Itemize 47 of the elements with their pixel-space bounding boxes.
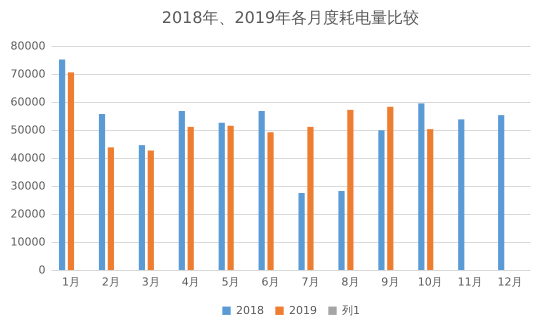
x-tick-label: 4月: [182, 276, 200, 288]
bar: [258, 110, 265, 270]
x-tick-label: 12月: [498, 276, 523, 288]
y-tick-label: 60000: [10, 96, 46, 108]
bar: [108, 147, 114, 270]
bar: [188, 126, 194, 270]
bar: [58, 59, 66, 270]
x-tick-label: 2月: [102, 276, 120, 288]
bar: [338, 191, 345, 270]
chart-title: 2018年、2019年各月度耗电量比较: [162, 8, 420, 27]
x-tick-label: 3月: [142, 276, 160, 288]
y-tick-label: 50000: [10, 124, 46, 136]
bar: [228, 126, 234, 270]
y-tick-label: 10000: [10, 236, 46, 248]
bar: [387, 106, 394, 270]
legend-label: 2019: [289, 304, 317, 317]
legend-label: 列1: [342, 304, 360, 317]
bar: [218, 122, 225, 270]
bar: [178, 110, 185, 270]
x-tick-label: 9月: [381, 276, 400, 288]
legend-label: 2018: [236, 304, 264, 317]
x-tick-label: 6月: [262, 276, 280, 288]
y-tick-label: 80000: [10, 40, 46, 52]
bar: [298, 193, 305, 270]
bar: [68, 72, 74, 270]
y-tick-label: 70000: [10, 68, 46, 80]
bar: [347, 110, 354, 270]
bar: [458, 119, 464, 270]
bar: [427, 129, 434, 270]
y-tick-label: 40000: [10, 152, 46, 164]
x-tick-label: 11月: [458, 276, 483, 288]
bar: [378, 130, 385, 270]
y-tick-label: 30000: [10, 180, 46, 192]
bar: [148, 150, 154, 270]
bar: [307, 126, 314, 270]
x-tick-label: 7月: [301, 276, 320, 288]
x-tick-label: 8月: [341, 276, 360, 288]
x-tick-label: 1月: [62, 276, 80, 288]
y-tick-label: 20000: [10, 208, 46, 220]
bar: [498, 115, 504, 270]
y-tick-label: 0: [38, 264, 46, 276]
x-tick-label: 5月: [222, 276, 240, 288]
x-tick-label: 10月: [418, 276, 443, 288]
bar: [98, 114, 106, 270]
bar: [418, 103, 424, 270]
bar: [267, 132, 274, 270]
bar: [138, 145, 146, 270]
